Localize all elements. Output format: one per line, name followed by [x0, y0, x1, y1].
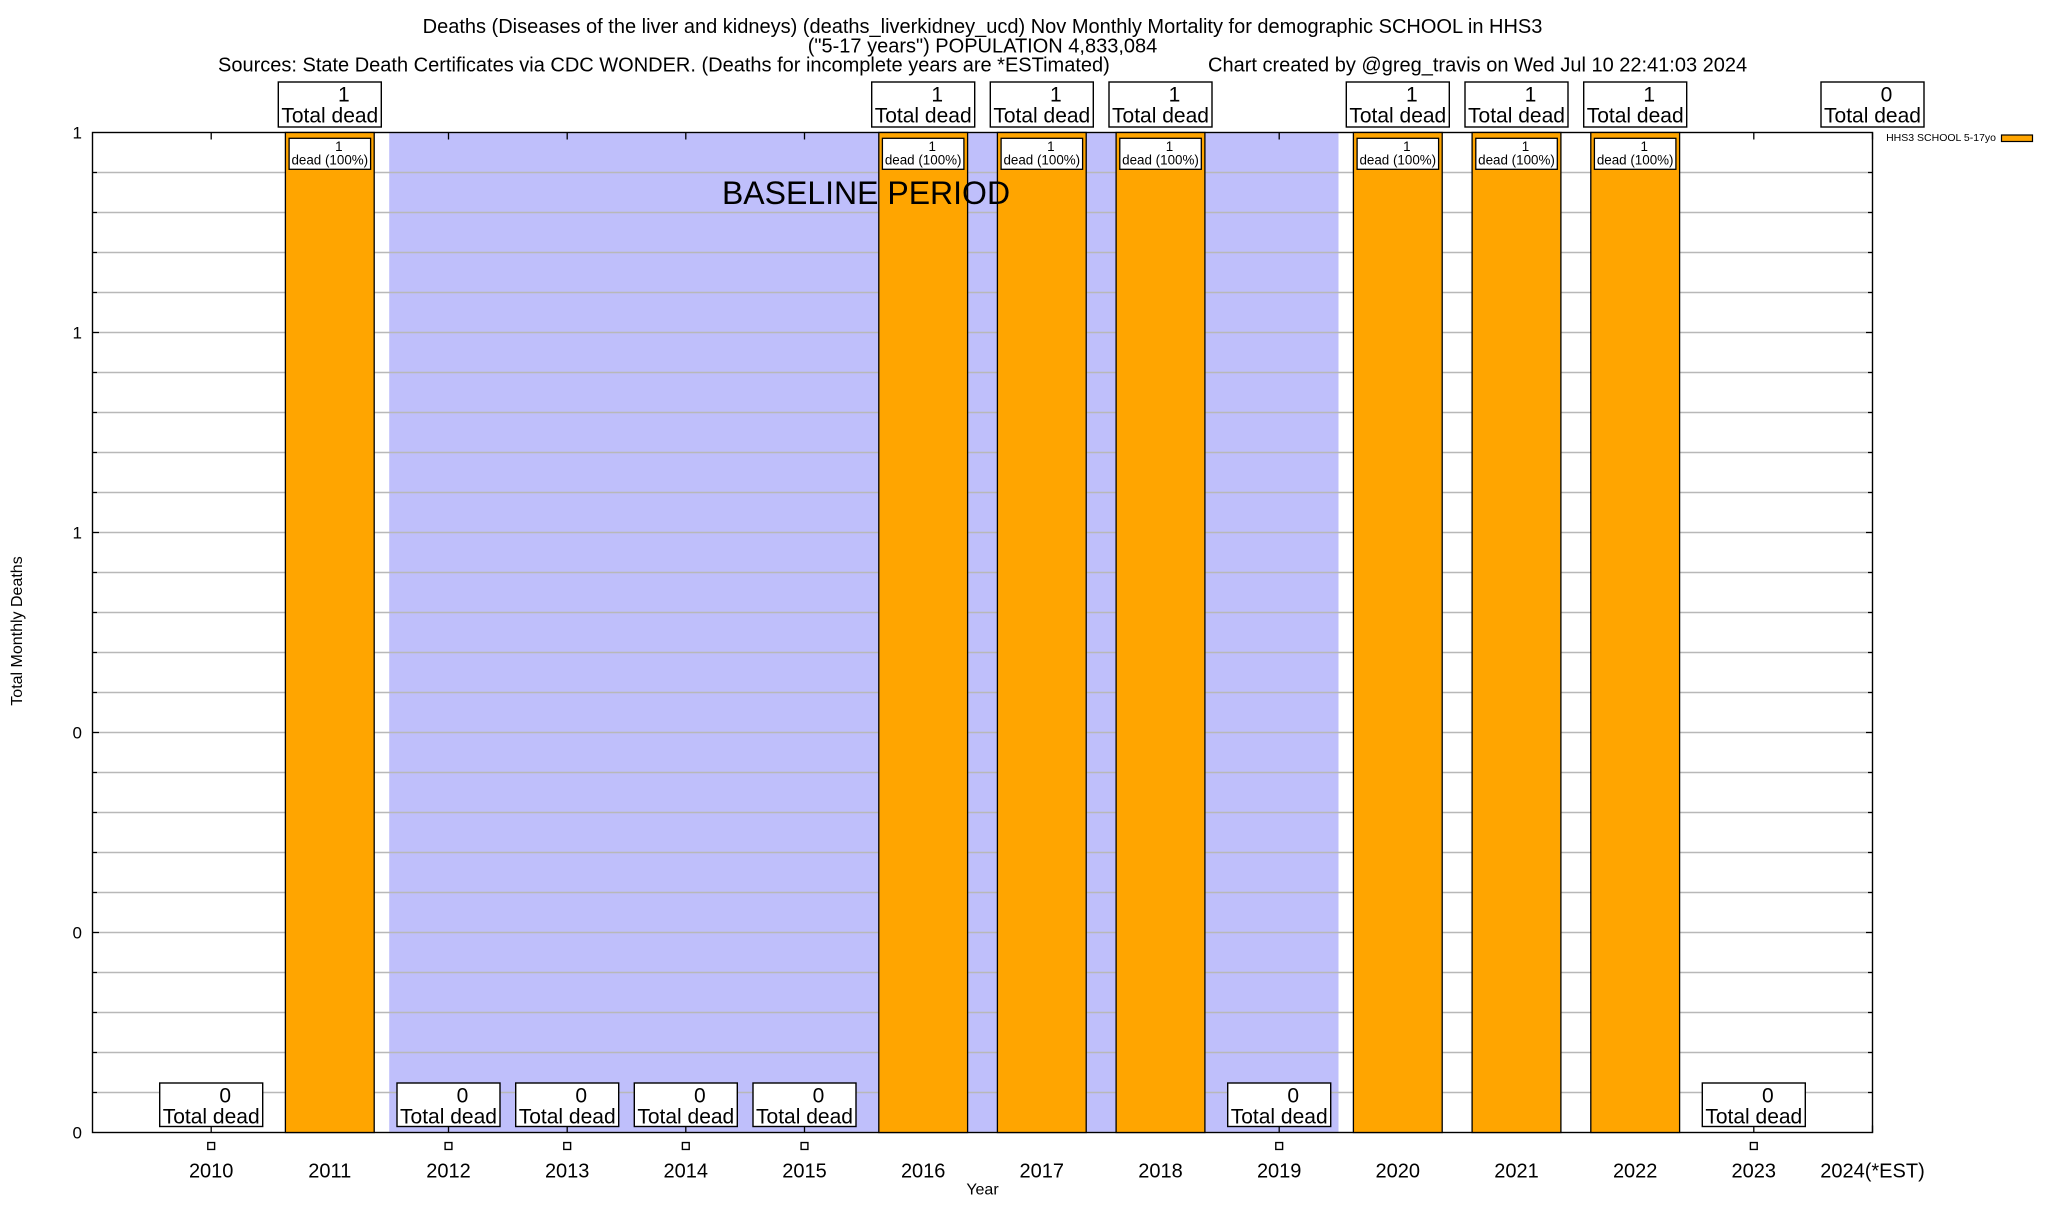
- svg-text:Total dead: Total dead: [1231, 1106, 1328, 1129]
- svg-text:Total dead: Total dead: [875, 105, 972, 128]
- svg-text:2013: 2013: [545, 1161, 590, 1183]
- svg-text:0: 0: [1287, 1084, 1299, 1107]
- svg-text:("5-17 years") POPULATION 4,83: ("5-17 years") POPULATION 4,833,084: [808, 36, 1158, 58]
- svg-text:0: 0: [73, 924, 82, 943]
- svg-text:1: 1: [928, 139, 935, 154]
- svg-text:1: 1: [73, 324, 82, 343]
- svg-text:dead (100%): dead (100%): [1003, 152, 1080, 167]
- svg-text:1: 1: [1643, 84, 1655, 107]
- svg-text:Chart created by @greg_travis: Chart created by @greg_travis on Wed Jul…: [1208, 55, 1747, 77]
- svg-text:Total Monthly Deaths: Total Monthly Deaths: [9, 556, 26, 705]
- svg-text:1: 1: [73, 124, 82, 143]
- svg-text:0: 0: [694, 1084, 706, 1107]
- svg-text:2022: 2022: [1613, 1161, 1658, 1183]
- svg-text:dead (100%): dead (100%): [1122, 152, 1199, 167]
- svg-text:2011: 2011: [308, 1161, 351, 1183]
- svg-text:1: 1: [338, 84, 350, 107]
- svg-text:2019: 2019: [1257, 1161, 1302, 1183]
- svg-text:1: 1: [73, 524, 82, 543]
- svg-text:Total dead: Total dead: [1112, 105, 1209, 128]
- svg-text:1: 1: [1047, 139, 1054, 154]
- svg-text:0: 0: [813, 1084, 825, 1107]
- svg-text:2024(*EST): 2024(*EST): [1820, 1161, 1925, 1183]
- svg-text:1: 1: [1166, 139, 1173, 154]
- svg-text:2015: 2015: [782, 1161, 827, 1183]
- svg-text:1: 1: [335, 139, 342, 154]
- svg-text:2017: 2017: [1020, 1161, 1065, 1183]
- svg-text:Total dead: Total dead: [637, 1106, 734, 1129]
- svg-text:Total dead: Total dead: [519, 1106, 616, 1129]
- svg-text:Total dead: Total dead: [993, 105, 1090, 128]
- svg-text:0: 0: [219, 1084, 231, 1107]
- svg-text:dead (100%): dead (100%): [1359, 152, 1436, 167]
- svg-text:1: 1: [1169, 84, 1181, 107]
- svg-text:Total dead: Total dead: [756, 1106, 853, 1129]
- svg-text:0: 0: [73, 724, 82, 743]
- svg-text:Total dead: Total dead: [1349, 105, 1446, 128]
- svg-text:0: 0: [457, 1084, 469, 1107]
- svg-text:dead (100%): dead (100%): [1597, 152, 1674, 167]
- svg-text:Total dead: Total dead: [1587, 105, 1684, 128]
- svg-text:Total dead: Total dead: [281, 105, 378, 128]
- svg-text:Sources: State Death Certifica: Sources: State Death Certificates via CD…: [218, 55, 1110, 77]
- svg-text:2018: 2018: [1138, 1161, 1183, 1183]
- svg-text:Total dead: Total dead: [1824, 105, 1921, 128]
- svg-text:0: 0: [1881, 84, 1893, 107]
- svg-text:dead (100%): dead (100%): [885, 152, 962, 167]
- svg-text:BASELINE PERIOD: BASELINE PERIOD: [722, 175, 1010, 211]
- svg-text:0: 0: [1762, 1084, 1774, 1107]
- svg-text:Year: Year: [966, 1182, 999, 1199]
- svg-text:Total dead: Total dead: [1468, 105, 1565, 128]
- svg-text:1: 1: [1640, 139, 1647, 154]
- svg-text:Total dead: Total dead: [400, 1106, 497, 1129]
- svg-text:HHS3 SCHOOL 5-17yo: HHS3 SCHOOL 5-17yo: [1886, 132, 1996, 144]
- svg-text:0: 0: [575, 1084, 587, 1107]
- svg-text:Total dead: Total dead: [1705, 1106, 1802, 1129]
- svg-text:Total dead: Total dead: [163, 1106, 260, 1129]
- svg-text:1: 1: [1525, 84, 1537, 107]
- svg-text:2021: 2021: [1494, 1161, 1539, 1183]
- svg-text:2010: 2010: [189, 1161, 234, 1183]
- svg-text:Deaths (Diseases of the liver: Deaths (Diseases of the liver and kidney…: [423, 16, 1543, 38]
- svg-text:dead (100%): dead (100%): [291, 152, 368, 167]
- svg-text:2023: 2023: [1732, 1161, 1777, 1183]
- svg-text:1: 1: [1406, 84, 1418, 107]
- svg-text:1: 1: [1522, 139, 1529, 154]
- svg-text:2012: 2012: [426, 1161, 471, 1183]
- svg-text:2020: 2020: [1376, 1161, 1421, 1183]
- svg-text:2016: 2016: [901, 1161, 946, 1183]
- svg-text:1: 1: [931, 84, 943, 107]
- svg-text:1: 1: [1050, 84, 1062, 107]
- svg-text:1: 1: [1403, 139, 1410, 154]
- svg-text:0: 0: [73, 1124, 82, 1143]
- svg-text:2014: 2014: [664, 1161, 709, 1183]
- svg-text:dead (100%): dead (100%): [1478, 152, 1555, 167]
